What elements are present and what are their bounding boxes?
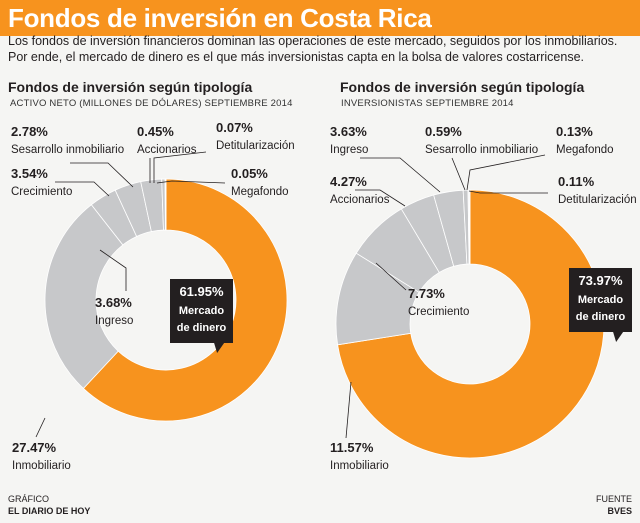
value-label-ingreso-1: 3.68% — [95, 295, 132, 310]
main-label-pointer-1 — [214, 343, 225, 353]
value-label-accionarios-2: 4.27% — [330, 174, 367, 189]
name-label-de-dinero-1: de dinero — [177, 322, 227, 334]
leader-line-megafondo-2 — [466, 154, 546, 191]
leader-line-sesarrollo-inmobiliario-1 — [70, 162, 134, 188]
chart-2-title: Fondos de inversión según tipología — [340, 79, 585, 95]
value-label-sesarrollo-inmobiliario-1: 2.78% — [11, 124, 48, 139]
slice-detitularizacion-2 — [468, 189, 471, 265]
name-label-mercado-2: Mercado — [578, 294, 624, 306]
name-label-crecimiento-2: Crecimiento — [408, 306, 469, 318]
credit-label: GRÁFICO — [8, 494, 50, 504]
main-label-pointer-2 — [613, 332, 624, 342]
name-label-sesarrollo-inmobiliario-1: Sesarrollo inmobiliario — [11, 144, 124, 156]
leader-line-inmobiliario-2 — [345, 381, 352, 439]
value-label-mercado-de-dinero-2: 73.97% — [578, 273, 623, 288]
value-label-sesarrollo-inmobiliario-2: 0.59% — [425, 124, 462, 139]
name-label-de-dinero-2: de dinero — [576, 311, 626, 323]
value-label-megafondo-1: 0.05% — [231, 166, 268, 181]
name-label-sesarrollo-inmobiliario-2: Sesarrollo inmobiliario — [425, 144, 538, 156]
value-label-crecimiento-2: 7.73% — [408, 286, 445, 301]
leader-line-ingreso-2 — [360, 157, 441, 193]
chart-2-subtitle: INVERSIONISTAS SEPTIEMBRE 2014 — [341, 98, 514, 109]
source-name: BVES — [607, 506, 632, 516]
slice-mercado-de-dinero-1 — [82, 178, 288, 422]
chart-1-subtitle: ACTIVO NETO (MILLONES DE DÓLARES) SEPTIE… — [10, 98, 293, 109]
name-label-detitularizacion-2: Detitularización — [558, 194, 637, 206]
leader-line-accionarios-2 — [355, 189, 406, 207]
leader-line-megafondo-1 — [156, 180, 226, 184]
name-label-mercado-1: Mercado — [179, 305, 225, 317]
value-label-megafondo-2: 0.13% — [556, 124, 593, 139]
main-label-box-2 — [569, 268, 632, 332]
value-label-ingreso-2: 3.63% — [330, 124, 367, 139]
credit-name: EL DIARIO DE HOY — [8, 506, 91, 516]
title-bar: Fondos de inversión en Costa Rica — [0, 0, 640, 36]
value-label-inmobiliario-1: 27.47% — [12, 440, 57, 455]
leader-line-detitularizacion-2 — [468, 190, 548, 194]
name-label-ingreso-1: Ingreso — [95, 315, 133, 327]
value-label-mercado-de-dinero-1: 61.95% — [179, 284, 224, 299]
name-label-megafondo-2: Megafondo — [556, 144, 614, 156]
value-label-accionarios-1: 0.45% — [137, 124, 174, 139]
name-label-accionarios-2: Accionarios — [330, 194, 390, 206]
name-label-ingreso-2: Ingreso — [330, 144, 368, 156]
value-label-inmobiliario-2: 11.57% — [330, 440, 374, 455]
leader-line-detitularizacion-1 — [153, 151, 207, 183]
footer-source: FUENTE BVES — [596, 493, 632, 517]
value-label-detitularizacion-1: 0.07% — [216, 120, 253, 135]
main-label-box-1 — [170, 279, 233, 343]
page-title: Fondos de inversión en Costa Rica — [8, 3, 432, 33]
leader-line-inmobiliario-1 — [35, 417, 46, 438]
footer-credit: GRÁFICO EL DIARIO DE HOY — [8, 493, 90, 517]
leader-line-ingreso-1 — [99, 249, 127, 291]
name-label-inmobiliario-1: Inmobiliario — [12, 460, 71, 472]
name-label-inmobiliario-2: Inmobiliario — [330, 460, 389, 472]
name-label-crecimiento-1: Crecimiento — [11, 186, 72, 198]
intro-text: Los fondos de inversión financieros domi… — [8, 34, 618, 64]
name-label-megafondo-1: Megafondo — [231, 186, 289, 198]
value-label-crecimiento-1: 3.54% — [11, 166, 48, 181]
name-label-accionarios-1: Accionarios — [137, 144, 197, 156]
slice-inmobiliario-1 — [44, 204, 124, 389]
chart-1-title: Fondos de inversión según tipología — [8, 79, 253, 95]
name-label-detitularizacion-1: Detitularización — [216, 140, 295, 152]
value-label-detitularizacion-2: 0.11% — [558, 174, 595, 189]
leader-line-crecimiento-2 — [375, 262, 407, 291]
leader-line-sesarrollo-inmobiliario-2 — [451, 157, 466, 191]
leader-line-crecimiento-1 — [55, 181, 110, 197]
source-label: FUENTE — [596, 494, 632, 504]
